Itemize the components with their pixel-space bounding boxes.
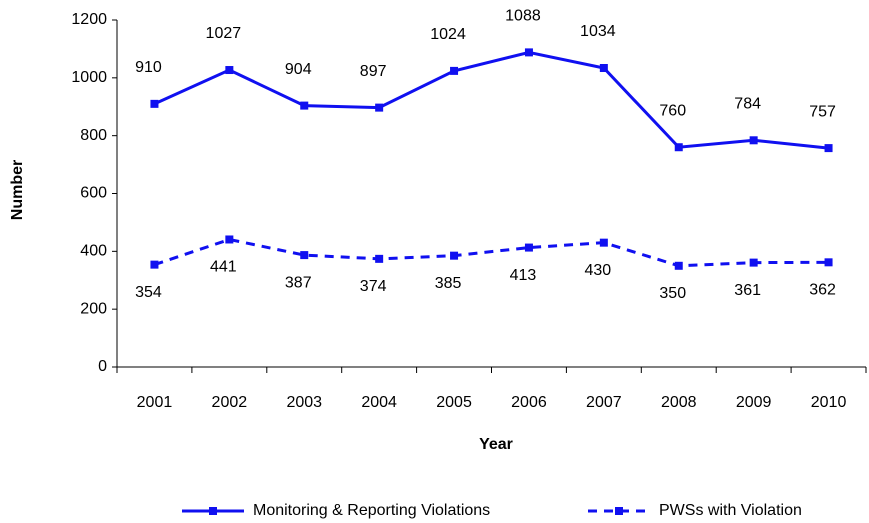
data-label: 1024 <box>430 26 466 43</box>
data-label: 374 <box>360 278 387 295</box>
legend-label: PWSs with Violation <box>659 502 802 519</box>
data-label: 387 <box>285 274 312 291</box>
point <box>674 143 683 152</box>
data-label: 1088 <box>505 8 541 25</box>
point <box>300 101 309 110</box>
y-tick-label: 200 <box>80 300 107 317</box>
x-tick-label: 2005 <box>436 394 472 411</box>
data-label: 361 <box>734 282 761 299</box>
x-tick-label: 2002 <box>212 394 248 411</box>
point <box>225 66 234 75</box>
x-tick-label: 2003 <box>286 394 322 411</box>
data-label: 1027 <box>206 25 242 42</box>
point <box>749 258 758 267</box>
y-tick-label: 800 <box>80 127 107 144</box>
x-tick-label: 2009 <box>736 394 772 411</box>
data-label: 760 <box>659 102 686 119</box>
point <box>450 66 459 75</box>
y-tick-label: 1000 <box>71 69 107 86</box>
data-label: 362 <box>809 282 836 299</box>
point <box>599 238 608 247</box>
point <box>375 103 384 112</box>
x-tick-label: 2010 <box>811 394 847 411</box>
point <box>450 251 459 260</box>
point <box>150 99 159 108</box>
point <box>749 136 758 145</box>
legend-label: Monitoring & Reporting Violations <box>253 502 490 519</box>
data-label: 1034 <box>580 23 616 40</box>
x-tick-label: 2006 <box>511 394 547 411</box>
point <box>599 64 608 73</box>
point <box>300 251 309 260</box>
legend-marker <box>209 507 217 515</box>
data-label: 354 <box>135 284 162 301</box>
y-tick-label: 1200 <box>71 11 107 28</box>
series-line <box>153 237 829 268</box>
data-label: 784 <box>734 96 761 113</box>
data-label: 413 <box>510 267 537 284</box>
point <box>674 261 683 270</box>
data-label: 897 <box>360 63 387 80</box>
data-label: 757 <box>809 103 836 120</box>
x-tick-label: 2007 <box>586 394 622 411</box>
point <box>375 254 384 263</box>
data-label: 385 <box>435 275 462 292</box>
data-label: 441 <box>210 259 237 276</box>
x-tick-label: 2004 <box>361 394 397 411</box>
y-tick-label: 600 <box>80 185 107 202</box>
y-tick-label: 400 <box>80 243 107 260</box>
data-label: 350 <box>659 285 686 302</box>
x-axis-title: Year <box>479 436 513 453</box>
data-label: 430 <box>584 262 611 279</box>
point <box>524 243 533 252</box>
x-tick-label: 2001 <box>137 394 173 411</box>
point <box>225 235 234 244</box>
y-axis-title: Number <box>9 160 26 220</box>
data-label: 910 <box>135 59 162 76</box>
series-line <box>153 50 829 150</box>
y-tick-label: 0 <box>98 358 107 375</box>
point <box>824 144 833 153</box>
point <box>824 258 833 267</box>
point <box>150 260 159 269</box>
data-label: 904 <box>285 61 312 78</box>
point <box>524 48 533 57</box>
legend-marker <box>615 507 623 515</box>
x-tick-label: 2008 <box>661 394 697 411</box>
